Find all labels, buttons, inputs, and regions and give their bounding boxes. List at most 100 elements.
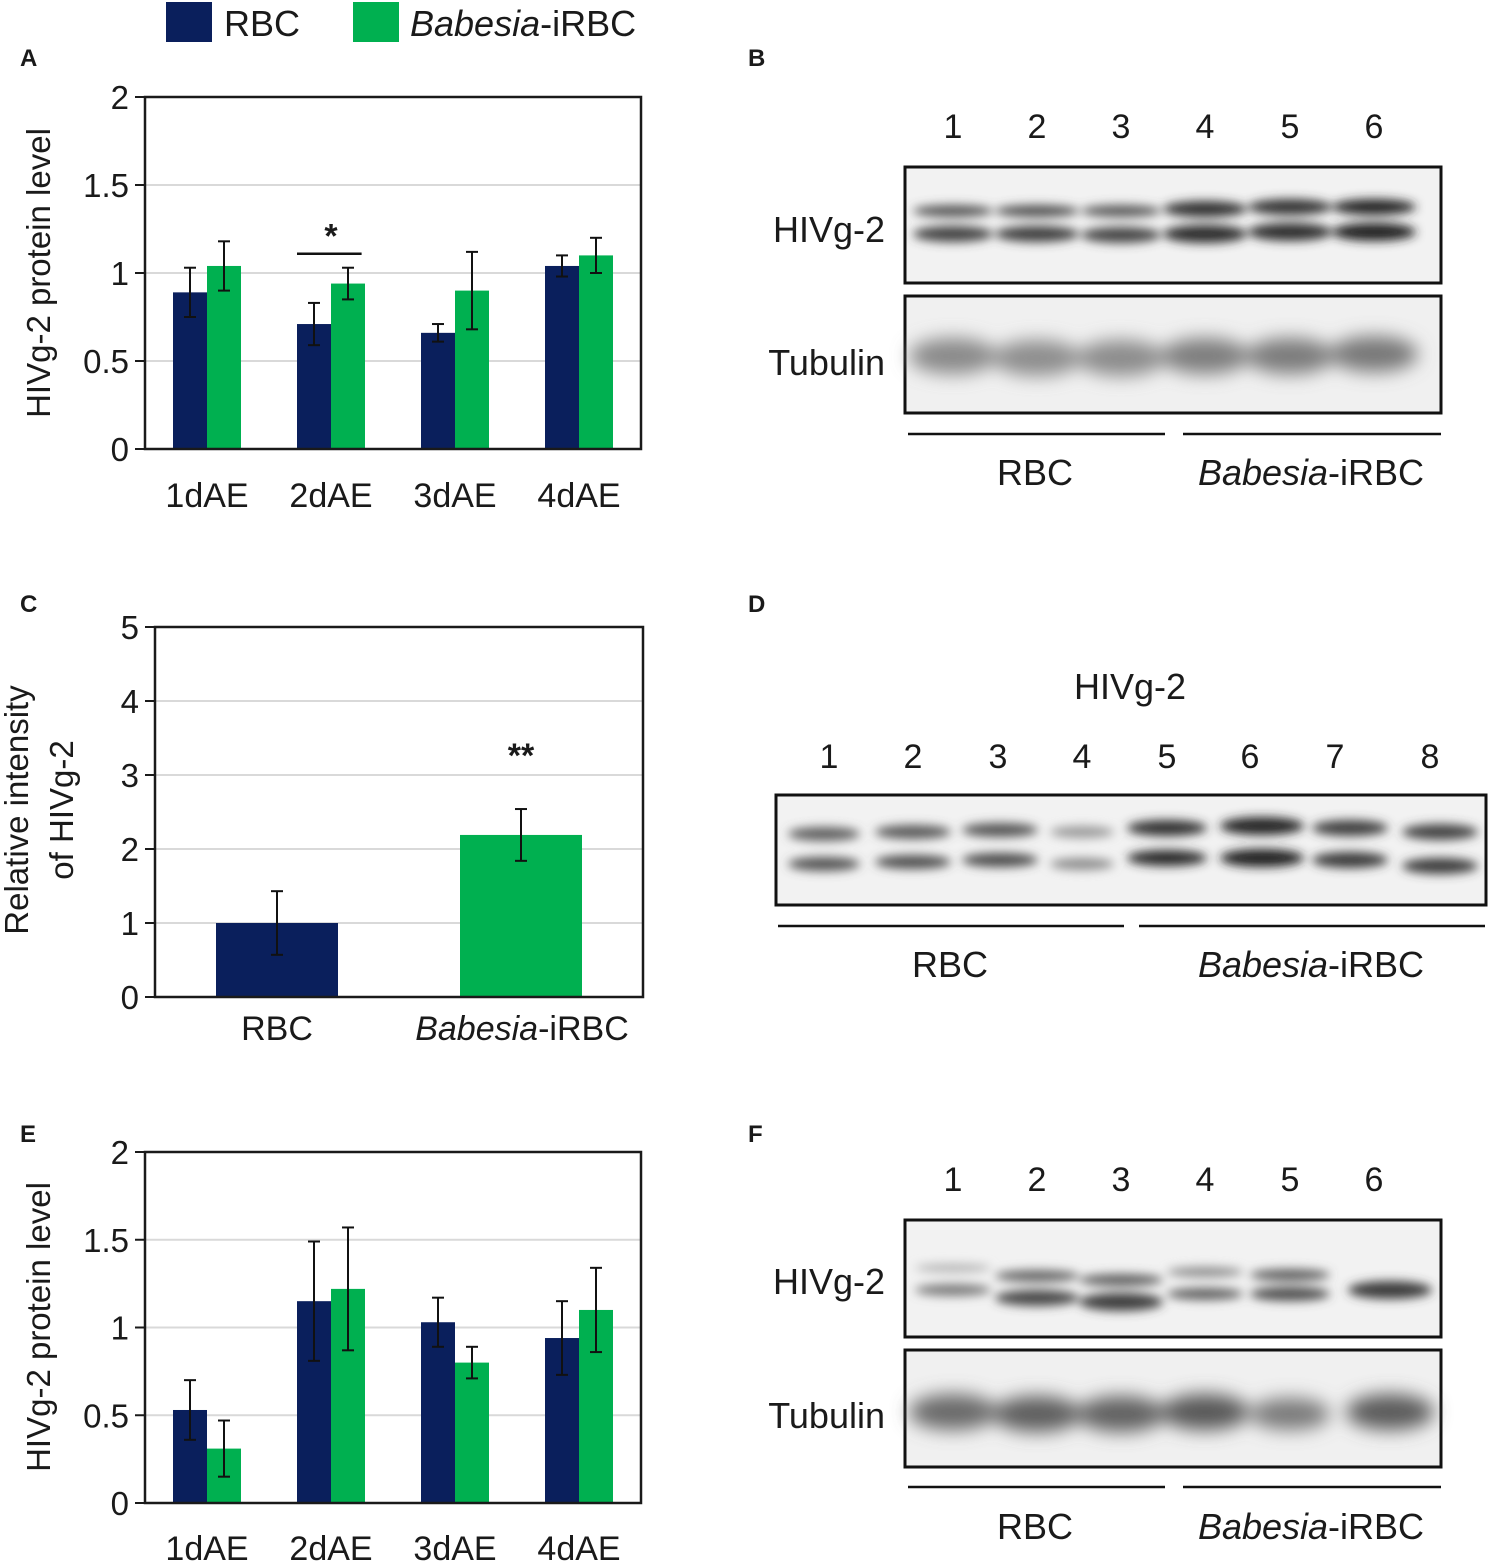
chart-c-y-axis-title-line2: of HIVg-2 <box>43 740 80 879</box>
blot-f-group-label-rbc: RBC <box>997 1506 1073 1547</box>
blot-f-hivg2-bands <box>915 1264 1432 1311</box>
blot-d-group-label-rbc: RBC <box>912 944 988 985</box>
chartE-bar <box>421 1322 455 1503</box>
blot-d-membrane <box>774 793 1488 907</box>
panel-b: B 1 2 3 4 5 6 HIVg-2 Tubulin <box>748 45 1443 493</box>
blot-f-lane-6: 6 <box>1365 1161 1384 1199</box>
chartC-tick-label: 4 <box>121 683 139 720</box>
blot-b-group-label-rbc: RBC <box>997 452 1073 493</box>
chart-e-bars <box>173 1288 613 1503</box>
chart-a-frame <box>135 95 643 451</box>
blot-f-lane-4: 4 <box>1196 1161 1215 1199</box>
blot-f-lane-3: 3 <box>1112 1161 1131 1199</box>
chartA-significance-label: * <box>324 218 338 256</box>
blot-d-lane-2: 2 <box>904 738 923 776</box>
blot-b-row-label-tubulin: Tubulin <box>768 342 885 383</box>
blot-d-lane-7: 7 <box>1326 738 1345 776</box>
chartC-plot-border <box>153 625 645 999</box>
blot-b-lane-3: 3 <box>1112 108 1131 146</box>
panel-letter-f: F <box>748 1121 763 1148</box>
chartC-tick-label: 2 <box>121 831 139 868</box>
chartA-tick-label: 0.5 <box>83 343 129 380</box>
chartA-tick-label: 2 <box>111 79 129 116</box>
chartE-tick-label: 1.5 <box>83 1222 129 1259</box>
chartA-bar <box>545 265 579 449</box>
chart-c-y-axis-title-line1: Relative intensity <box>0 685 35 935</box>
blot-f-tubulin-membrane <box>903 1348 1443 1469</box>
legend-label-rbc: RBC <box>224 3 300 44</box>
panel-c: C 0 1 2 3 4 5 ** RBC Babesia-iRBC Relative in… <box>0 591 645 1048</box>
chartC-tick-label: 5 <box>121 609 139 646</box>
legend-label-irbc: Babesia-iRBC <box>410 3 636 44</box>
blot-b-row-label-hivg2: HIVg-2 <box>773 209 885 250</box>
blot-d-group-label-irbc: Babesia-iRBC <box>1198 944 1424 985</box>
chart-c-error-bars <box>271 808 527 956</box>
blot-b-lane-numbers: 1 2 3 4 5 6 <box>944 108 1384 146</box>
blot-f-lane-numbers: 1 2 3 4 5 6 <box>944 1161 1384 1199</box>
blot-d-lane-6: 6 <box>1241 738 1260 776</box>
chartE-tick-label: 0.5 <box>83 1397 129 1434</box>
panel-letter-d: D <box>748 591 765 618</box>
panel-letter-a: A <box>20 45 37 72</box>
chartE-bar <box>455 1362 489 1503</box>
chartA-category-label: 4dAE <box>537 477 620 515</box>
chartE-category-label: 4dAE <box>537 1530 620 1561</box>
chart-e-tick-labels: 0 0.5 1 1.5 2 <box>83 1134 129 1522</box>
legend: RBC Babesia-iRBC <box>166 2 636 44</box>
chart-a-category-labels: 1dAE 2dAE 3dAE 4dAE <box>165 477 620 515</box>
chartA-bar <box>421 332 455 449</box>
chartA-bar <box>579 255 613 449</box>
chartA-tick-label: 1 <box>111 255 129 292</box>
chartA-tick-label: 1.5 <box>83 167 129 204</box>
chartA-category-label: 2dAE <box>289 477 372 515</box>
blot-f-hivg2-membrane <box>903 1218 1443 1339</box>
chartE-tick-label: 2 <box>111 1134 129 1171</box>
chartC-tick-label: 1 <box>121 905 139 942</box>
blot-f-lane-5: 5 <box>1281 1161 1300 1199</box>
chart-e-category-labels: 1dAE 2dAE 3dAE 4dAE <box>165 1530 620 1561</box>
chartE-category-label: 2dAE <box>289 1530 372 1561</box>
blot-f-group-label-irbc: Babesia-iRBC <box>1198 1506 1424 1547</box>
blot-d-lane-numbers: 1 2 3 4 5 6 7 8 <box>820 738 1440 776</box>
chartE-plot-border <box>143 1150 643 1505</box>
panel-letter-c: C <box>20 591 37 618</box>
blot-b-tubulin-membrane <box>903 294 1443 415</box>
chartE-category-label: 1dAE <box>165 1530 248 1561</box>
panel-a: A 0 0.5 1 1.5 2 1dAE 2dAE 3dAE 4dAE * HIVg-2 pr… <box>20 45 643 515</box>
blot-b-lane-4: 4 <box>1196 108 1215 146</box>
panel-d: D HIVg-2 1 2 3 4 5 6 7 8 <box>748 591 1488 985</box>
chart-c-category-label-irbc: Babesia-iRBC <box>415 1010 629 1048</box>
blot-f-tubulin-bands <box>909 1394 1434 1432</box>
chartC-bar <box>460 834 582 997</box>
blot-d-lane-1: 1 <box>820 738 839 776</box>
chartE-category-label: 3dAE <box>413 1530 496 1561</box>
chart-c-frame <box>145 625 645 999</box>
chart-a-bars <box>173 255 613 449</box>
legend-swatch-irbc <box>353 2 399 42</box>
blot-b-lane-1: 1 <box>944 108 963 146</box>
chart-a-tick-labels: 0 0.5 1 1.5 2 <box>83 79 129 468</box>
blot-b-hivg2-bands <box>913 199 1416 243</box>
chartA-plot-border <box>143 95 643 451</box>
chartA-category-label: 3dAE <box>413 477 496 515</box>
chart-c-category-label-rbc: RBC <box>241 1010 313 1048</box>
blot-d-bands <box>788 817 1478 874</box>
chartA-category-label: 1dAE <box>165 477 248 515</box>
blot-d-title: HIVg-2 <box>1074 666 1186 707</box>
chart-e-y-axis-title: HIVg-2 protein level <box>20 1182 57 1472</box>
chart-e-frame <box>135 1150 643 1505</box>
blot-b-hivg2-membrane <box>903 165 1443 285</box>
blot-b-lane-6: 6 <box>1365 108 1384 146</box>
chartA-tick-label: 0 <box>111 431 129 468</box>
blot-b-lane-5: 5 <box>1281 108 1300 146</box>
chartA-bar <box>173 292 207 449</box>
chartE-tick-label: 0 <box>111 1485 129 1522</box>
blot-f-row-label-tubulin: Tubulin <box>768 1395 885 1436</box>
chartA-bar <box>207 265 241 449</box>
blot-b-lane-2: 2 <box>1028 108 1047 146</box>
chartC-significance-label: ** <box>508 737 535 775</box>
blot-d-lane-5: 5 <box>1158 738 1177 776</box>
blot-f-lane-2: 2 <box>1028 1161 1047 1199</box>
blot-f-row-label-hivg2: HIVg-2 <box>773 1261 885 1302</box>
